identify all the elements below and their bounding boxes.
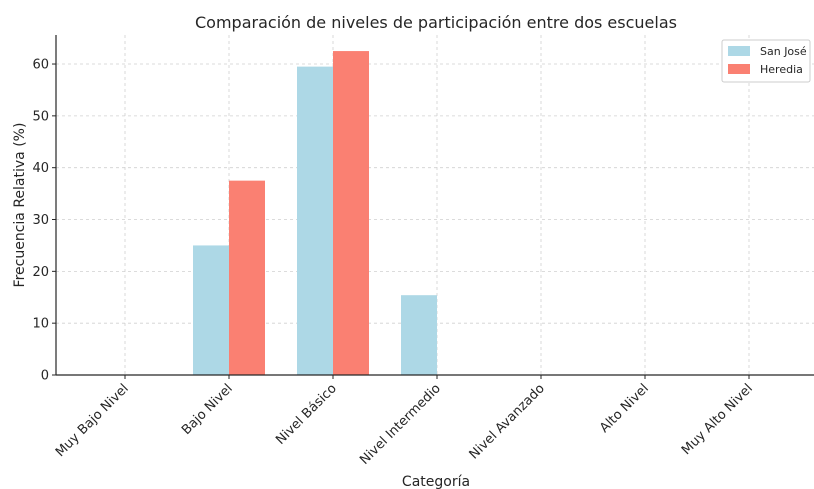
bar-san-jose-nivel-basico [297, 66, 333, 376]
axes-layer [55, 35, 814, 376]
legend-label-san-jose: San José [760, 45, 807, 58]
bar-san-jose-nivel-intermedio [401, 295, 437, 375]
legend: San José Heredia [721, 39, 811, 83]
bar-san-jose-bajo-nivel [193, 245, 229, 375]
y-tick-label: 0 [41, 369, 49, 384]
bar-heredia-nivel-basico [333, 51, 369, 375]
ticks-layer: 0 10 20 30 40 50 60 Muy Bajo Nivel Bajo Nivel Niv… [32, 58, 755, 468]
x-tick-label-nivel-intermedio: Nivel Intermedio [357, 381, 444, 468]
bar-heredia-bajo-nivel [229, 180, 265, 375]
y-tick-label: 60 [32, 58, 49, 73]
y-tick-label: 30 [32, 213, 49, 228]
y-tick-label: 40 [32, 161, 49, 176]
y-tick-label: 20 [32, 265, 49, 280]
y-tick-label: 50 [32, 109, 49, 124]
legend-swatch-san-jose [728, 46, 750, 56]
legend-swatch-heredia [728, 64, 750, 74]
x-axis-label: Categoría [402, 474, 470, 489]
x-tick-label-nivel-avanzado: Nivel Avanzado [467, 381, 548, 462]
x-tick-label-muy-alto-nivel: Muy Alto Nivel [679, 381, 756, 458]
x-tick-label-alto-nivel: Alto Nivel [597, 381, 652, 436]
chart-title: Comparación de niveles de participación … [195, 13, 677, 32]
legend-label-heredia: Heredia [760, 63, 803, 76]
x-tick-label-nivel-basico: Nivel Básico [273, 381, 340, 448]
y-tick-label: 10 [32, 317, 49, 332]
x-tick-label-bajo-nivel: Bajo Nivel [179, 381, 236, 438]
x-tick-label-muy-bajo-nivel: Muy Bajo Nivel [53, 381, 132, 460]
y-axis-label: Frecuencia Relativa (%) [12, 123, 28, 288]
grid-layer [56, 35, 814, 376]
bars-layer [193, 51, 437, 376]
